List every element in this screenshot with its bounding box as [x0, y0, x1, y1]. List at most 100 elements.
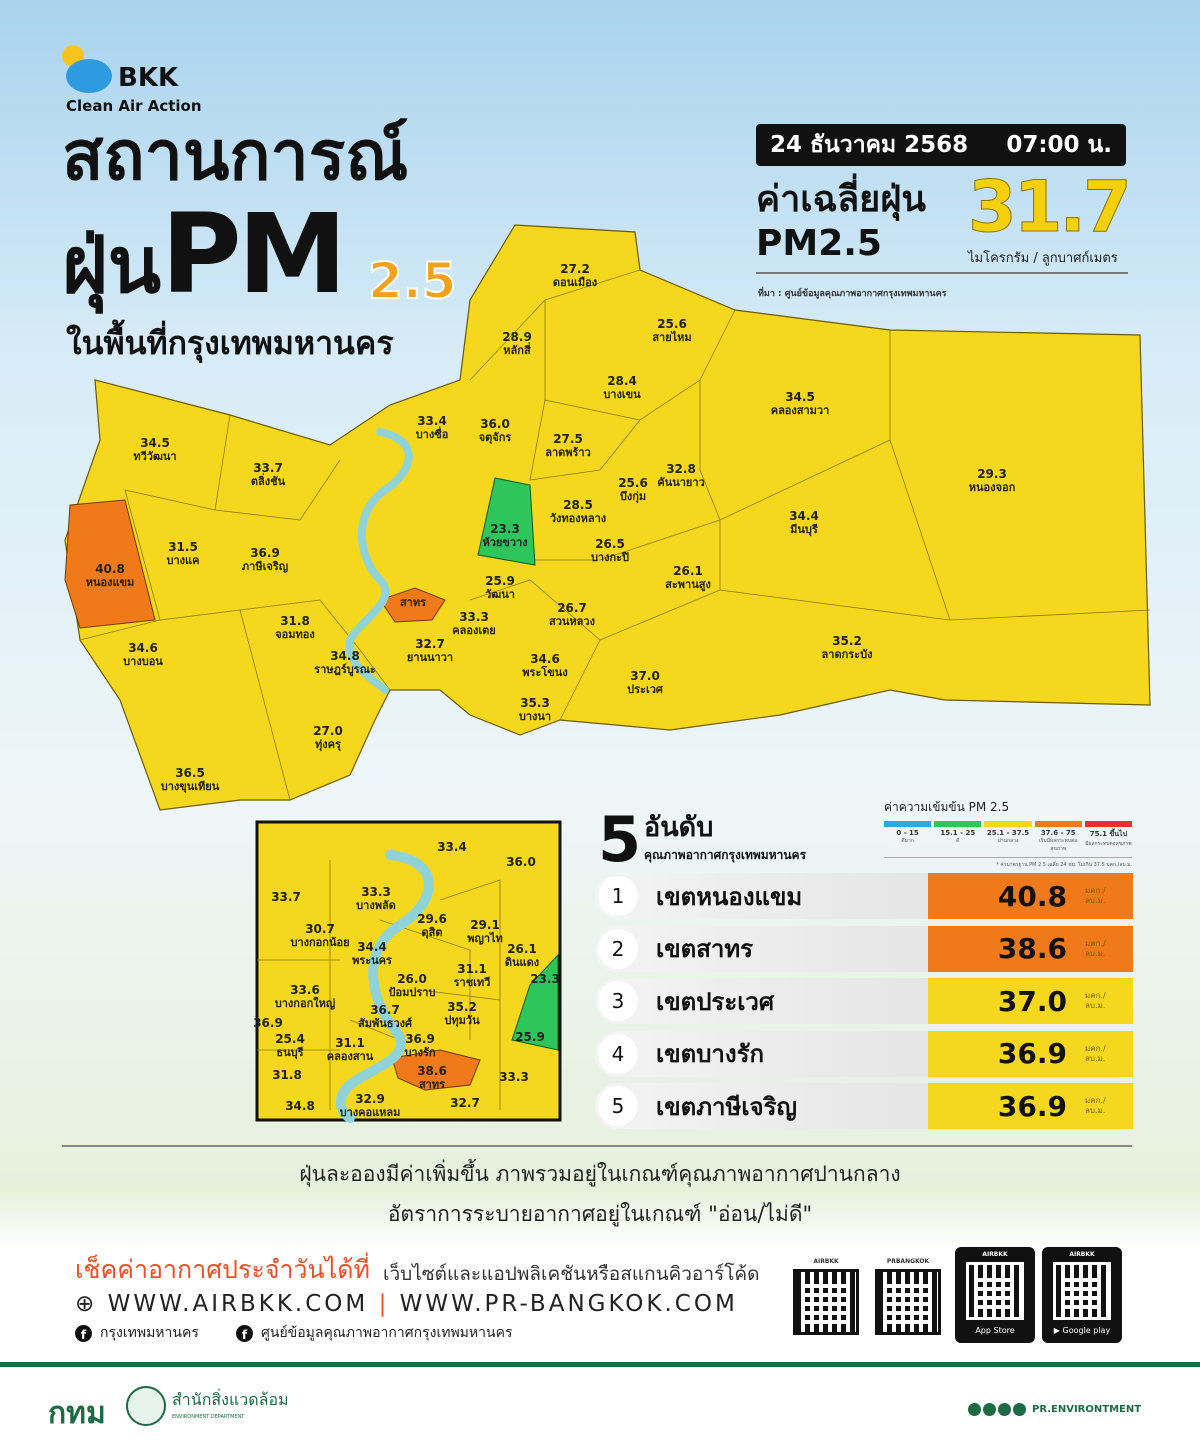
district-label: 26.0 ป้อมปราบ	[389, 972, 436, 1000]
district-name: ทวีวัฒนา	[133, 450, 177, 463]
pm-value-cell: 36.9 มคก./ลบ.ม.	[928, 1083, 1133, 1129]
airbkk-link[interactable]: WWW.AIRBKK.COM	[107, 1291, 369, 1317]
check-heading: เช็คค่าอากาศประจำวันได้ที่	[75, 1255, 370, 1284]
line-icon[interactable]	[998, 1403, 1011, 1416]
legend-items: 0 - 15 ดีมาก 15.1 - 25 ดี 25.1 - 37.5 ปานกลาง…	[884, 821, 1133, 853]
pm-unit: มคก./ลบ.ม.	[1085, 886, 1106, 905]
rank-badge: 5	[598, 1086, 638, 1126]
district-name: บางเขน	[603, 388, 641, 401]
legend-desc: เริ่มมีผลกระทบต่อสุขภาพ	[1039, 838, 1078, 852]
qr-label: AIRBKK	[813, 1258, 839, 1265]
district-value: 29.1	[470, 918, 500, 932]
qr-prbangkok[interactable]: PRBANGKOK	[875, 1258, 941, 1335]
divider	[756, 272, 1128, 274]
district-value: 26.5	[595, 537, 625, 551]
district-value: 40.8	[95, 562, 125, 576]
social-handle: PR.ENVIRONTMENT	[1032, 1404, 1142, 1415]
facebook-icon[interactable]	[968, 1403, 981, 1416]
legend-swatch	[984, 821, 1032, 827]
district-value: 31.8	[272, 1068, 302, 1082]
instagram-icon[interactable]	[983, 1403, 996, 1416]
prbangkok-link[interactable]: WWW.PR-BANGKOK.COM	[399, 1291, 738, 1317]
qr-label: PRBANGKOK	[886, 1258, 930, 1265]
district-label: 34.4 มีนบุรี	[789, 509, 819, 537]
district-name: บางพลัด	[356, 899, 396, 912]
district-value: 36.5	[175, 766, 205, 780]
district-label: 33.3 คลองเตย	[452, 610, 495, 638]
pm-value-cell: 40.8 มคก./ลบ.ม.	[928, 873, 1133, 919]
title-line1: สถานการณ์	[62, 117, 409, 196]
district-value: 33.3	[499, 1070, 529, 1084]
district-value: 36.0	[506, 855, 536, 869]
tiktok-icon[interactable]	[1013, 1403, 1026, 1416]
rank-badge: 3	[598, 981, 638, 1021]
district-name: สัมพันธวงศ์	[358, 1017, 412, 1030]
district-label: 23.3	[530, 972, 560, 986]
url-separator: |	[378, 1291, 390, 1317]
district-value: 33.7	[271, 890, 301, 904]
district-label: 26.5 บางกะปิ	[591, 537, 629, 565]
district-label: 33.6 บางกอกใหญ่	[275, 983, 335, 1011]
report-time: 07:00 น.	[1006, 132, 1112, 158]
title-line2: ฝุ่นPM	[62, 199, 347, 311]
district-value: 27.2	[560, 262, 590, 276]
district-value: 34.5	[140, 436, 170, 450]
district-label: 26.7 สวนหลวง	[549, 601, 595, 629]
app-store-qr[interactable]: AIRBKK App Store	[955, 1247, 1035, 1343]
district-label: 40.8 หนองแขม	[86, 562, 135, 590]
district-value: 35.2	[447, 1000, 477, 1014]
district-label: 29.6 ดุสิต	[417, 912, 447, 940]
district-value: 32.8	[666, 462, 696, 476]
district-label: 26.1 ดินแดง	[505, 942, 539, 970]
district-label: 34.6 บางบอน	[123, 641, 163, 669]
district-value: 34.8	[330, 649, 360, 663]
pm-unit: มคก./ลบ.ม.	[1085, 1096, 1106, 1115]
store-name: App Store	[975, 1326, 1015, 1335]
legend-item: 25.1 - 37.5 ปานกลาง	[984, 821, 1032, 853]
legend-item: 0 - 15 ดีมาก	[884, 821, 932, 853]
facebook-aircenter-label: ศูนย์ข้อมูลคุณภาพอากาศกรุงเทพมหานคร	[261, 1325, 513, 1341]
district-label: 36.5 บางขุนเทียน	[161, 766, 220, 794]
legend-title: ค่าความเข้มข้น PM 2.5	[884, 800, 1010, 814]
district-label: 29.1 พญาไท	[467, 918, 503, 946]
qr-airbkk[interactable]: AIRBKK	[793, 1258, 859, 1335]
district-name: สวนหลวง	[549, 615, 595, 628]
district-label: สาทร	[400, 596, 426, 610]
district-name: สายไหม	[652, 331, 692, 344]
footer-bar	[0, 1362, 1200, 1367]
facebook-bkk[interactable]: f กรุงเทพมหานคร	[75, 1322, 199, 1344]
district-value: 29.6	[417, 912, 447, 926]
inset-sathorn	[391, 1049, 481, 1091]
legend-swatch	[884, 821, 932, 827]
district-label: 34.5 คลองสามวา	[771, 390, 830, 418]
district-name: พระโขนง	[522, 666, 568, 679]
district-value: 35.2	[832, 634, 862, 648]
rank-badge: 4	[598, 1033, 638, 1074]
district-name: พญาไท	[467, 932, 503, 945]
district-label: 27.5 ลาดพร้าว	[545, 432, 591, 460]
district-value: 36.9	[250, 546, 280, 560]
district-label: 33.4 บางซื่อ	[416, 414, 449, 442]
google-play-badge: ▶ Google play	[1042, 1326, 1122, 1335]
district-label: 34.8 ราษฎร์บูรณะ	[314, 649, 376, 677]
district-label: 33.3 บางพลัด	[356, 885, 396, 913]
pm-value: 36.9	[997, 1037, 1067, 1070]
google-play-qr[interactable]: AIRBKK ▶ Google play	[1042, 1247, 1122, 1343]
title-prefix: ฝุ่น	[62, 221, 162, 311]
district-value: 32.7	[415, 637, 445, 651]
district-label: 27.0 ทุ่งครุ	[313, 724, 343, 752]
district-name: มีนบุรี	[790, 523, 818, 536]
district-value: 25.4	[275, 1032, 305, 1046]
district-value: 25.6	[657, 317, 687, 331]
district-name: บางแค	[166, 554, 200, 567]
social-handles: PR.ENVIRONTMENT	[968, 1403, 1141, 1416]
district-name: ราษฎร์บูรณะ	[314, 663, 376, 676]
summary-line2: อัตราการระบายอากาศอยู่ในเกณฑ์ "อ่อน/ไม่ด…	[387, 1202, 813, 1226]
legend-swatch	[934, 821, 982, 827]
legend-desc: มีผลกระทบต่อสุขภาพ	[1085, 841, 1132, 847]
district-label: 31.5 บางแค	[167, 540, 200, 568]
district-label: 36.9 บางรัก	[404, 1032, 435, 1060]
facebook-aircenter[interactable]: f ศูนย์ข้อมูลคุณภาพอากาศกรุงเทพมหานคร	[236, 1322, 512, 1344]
district-name: ทุ่งครุ	[315, 738, 341, 751]
top5-number: 5	[598, 803, 642, 876]
